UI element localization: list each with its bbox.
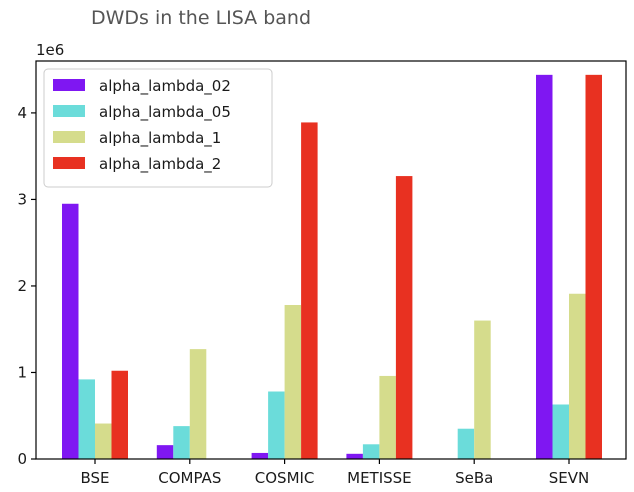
- bar-alpha-lambda-2-cosmic: [301, 122, 318, 460]
- legend-swatch: [53, 79, 85, 91]
- x-axis: BSE COMPAS COSMIC METISSE SeBa SEVN: [80, 459, 589, 487]
- x-tick-label-cosmic: COSMIC: [255, 469, 315, 487]
- bar-alpha-lambda-02-compas: [156, 445, 174, 459]
- bar-alpha-lambda-02-cosmic: [251, 452, 269, 459]
- bar-alpha-lambda-02-bse: [62, 203, 79, 459]
- legend-swatch: [53, 157, 85, 169]
- bar-alpha-lambda-05-cosmic: [268, 391, 285, 459]
- plot-frame: [35, 60, 627, 460]
- bar-alpha-lambda-1-bse: [95, 423, 112, 459]
- bar-alpha-lambda-1-cosmic: [284, 304, 302, 459]
- bars-layer: [62, 74, 602, 460]
- bar-alpha-lambda-05-bse: [78, 379, 95, 459]
- bar-alpha-lambda-1-seba: [474, 320, 491, 459]
- bar-alpha-lambda-2-bse: [111, 370, 128, 459]
- legend-label: alpha_lambda_1: [99, 129, 221, 148]
- y-tick-label: 1: [17, 363, 27, 381]
- legend-label: alpha_lambda_2: [99, 155, 221, 174]
- x-tick-label-seba: SeBa: [455, 469, 493, 487]
- y-tick-label: 4: [17, 104, 27, 122]
- y-scale-label: 1e6: [36, 41, 64, 59]
- bar-alpha-lambda-2-sevn: [585, 74, 602, 459]
- legend-label: alpha_lambda_02: [99, 77, 231, 96]
- bar-alpha-lambda-02-sevn: [536, 74, 553, 459]
- legend-swatch: [53, 131, 85, 143]
- bar-alpha-lambda-02-metisse: [346, 453, 363, 459]
- bar-alpha-lambda-05-metisse: [362, 444, 380, 459]
- legend-box: [43, 68, 273, 188]
- x-tick-label-sevn: SEVN: [549, 469, 589, 487]
- legend-swatch: [53, 105, 85, 117]
- y-tick-label: 3: [17, 190, 27, 208]
- y-axis: 0 1 2 3 4: [17, 104, 36, 468]
- x-tick-label-metisse: METISSE: [347, 469, 412, 487]
- bar-alpha-lambda-2-metisse: [395, 176, 413, 459]
- x-tick-label-bse: BSE: [80, 469, 109, 487]
- y-tick-label: 0: [17, 450, 27, 468]
- bar-alpha-lambda-1-sevn: [569, 293, 586, 459]
- bar-alpha-lambda-05-seba: [457, 428, 475, 459]
- legend-label: alpha_lambda_05: [99, 103, 231, 122]
- chart-title: DWDs in the LISA band: [91, 7, 312, 29]
- bar-alpha-lambda-1-metisse: [379, 375, 396, 459]
- bar-alpha-lambda-1-compas: [189, 349, 207, 459]
- bar-alpha-lambda-05-compas: [173, 426, 190, 459]
- x-tick-label-compas: COMPAS: [158, 469, 221, 487]
- y-tick-label: 2: [17, 277, 27, 295]
- bar-alpha-lambda-05-sevn: [552, 404, 569, 459]
- legend: alpha_lambda_02 alpha_lambda_05 alpha_lamb…: [43, 68, 273, 188]
